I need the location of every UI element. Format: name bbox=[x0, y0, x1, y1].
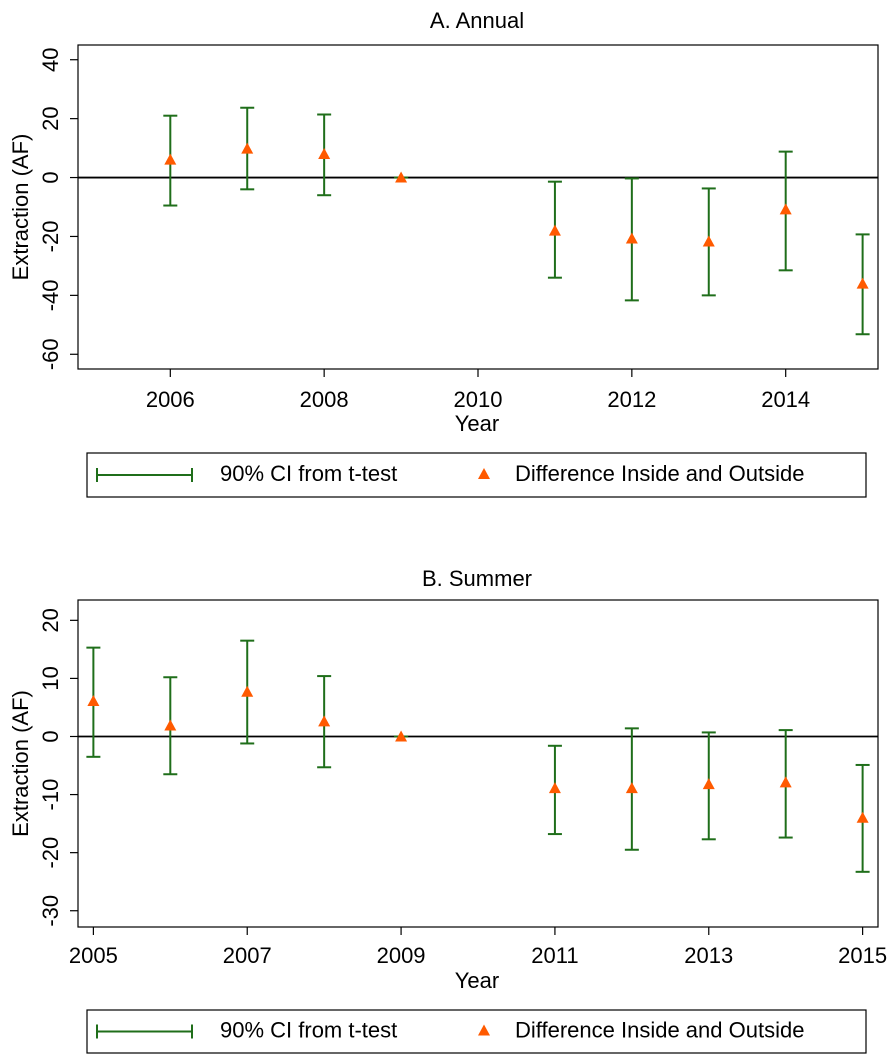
legend-box bbox=[86, 1009, 867, 1054]
y-tick-label: 20 bbox=[38, 106, 63, 130]
x-axis-label: Year bbox=[455, 411, 499, 436]
y-tick-label: 40 bbox=[38, 47, 63, 71]
point bbox=[548, 782, 561, 794]
legend-point-symbol bbox=[478, 1024, 490, 1036]
point bbox=[779, 203, 792, 215]
point bbox=[318, 147, 331, 159]
y-axis-label: Extraction (AF) bbox=[8, 134, 33, 281]
y-tick-label: 0 bbox=[38, 171, 63, 183]
x-tick-label: 2014 bbox=[761, 387, 810, 412]
y-tick-label: -60 bbox=[38, 338, 63, 370]
y-tick-label: 20 bbox=[38, 608, 63, 632]
x-tick-label: 2008 bbox=[300, 387, 349, 412]
legend-label: Difference Inside and Outside bbox=[515, 1017, 804, 1042]
point bbox=[702, 235, 715, 247]
x-tick-label: 2005 bbox=[69, 943, 118, 968]
point bbox=[856, 811, 869, 823]
point bbox=[395, 730, 408, 742]
chart-title: B. Summer bbox=[422, 566, 532, 591]
x-tick-label: 2007 bbox=[223, 943, 272, 968]
x-tick-label: 2012 bbox=[607, 387, 656, 412]
x-tick-label: 2011 bbox=[531, 943, 578, 968]
y-tick-label: -10 bbox=[38, 779, 63, 811]
x-tick-label: 2009 bbox=[377, 943, 426, 968]
point bbox=[625, 232, 638, 244]
legend-label: 90% CI from t-test bbox=[220, 461, 397, 486]
legend-box bbox=[86, 452, 867, 498]
y-tick-label: -40 bbox=[38, 279, 63, 311]
x-tick-label: 2010 bbox=[454, 387, 503, 412]
x-tick-label: 2015 bbox=[838, 943, 887, 968]
point bbox=[395, 171, 408, 183]
legend-label: 90% CI from t-test bbox=[220, 1017, 397, 1042]
point bbox=[318, 715, 331, 727]
y-tick-label: 10 bbox=[38, 666, 63, 690]
point bbox=[241, 142, 254, 154]
point bbox=[164, 153, 177, 165]
y-tick-label: -20 bbox=[38, 837, 63, 869]
legend-point-symbol bbox=[478, 468, 490, 479]
point bbox=[856, 277, 869, 289]
x-tick-label: 2006 bbox=[146, 387, 195, 412]
point bbox=[241, 685, 254, 697]
point bbox=[548, 224, 561, 236]
point bbox=[87, 695, 100, 707]
point bbox=[779, 776, 792, 788]
chart-title: A. Annual bbox=[430, 8, 524, 33]
point bbox=[164, 719, 177, 731]
x-axis-label: Year bbox=[455, 968, 499, 993]
point bbox=[625, 782, 638, 794]
plot-frame bbox=[77, 599, 879, 928]
y-tick-label: -20 bbox=[38, 221, 63, 253]
legend-label: Difference Inside and Outside bbox=[515, 461, 804, 486]
x-tick-label: 2013 bbox=[684, 943, 733, 968]
plot-frame bbox=[77, 44, 879, 370]
y-tick-label: 0 bbox=[38, 730, 63, 742]
y-axis-label: Extraction (AF) bbox=[8, 690, 33, 837]
point bbox=[702, 778, 715, 790]
y-tick-label: -30 bbox=[38, 895, 63, 927]
